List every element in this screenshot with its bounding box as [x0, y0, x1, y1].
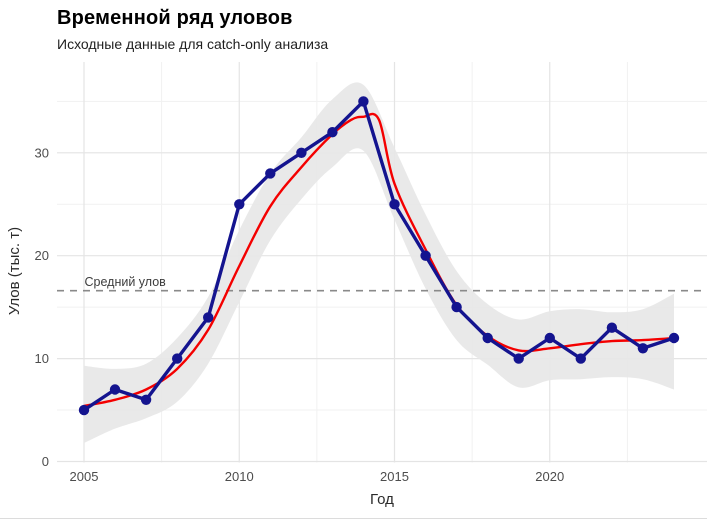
data-point-2020 — [544, 332, 555, 344]
data-point-2010 — [234, 199, 245, 210]
svg-text:30: 30 — [35, 145, 49, 160]
data-point-2021 — [575, 353, 586, 364]
mean-line-label: Средний улов — [85, 275, 167, 289]
data-point-2005 — [78, 404, 90, 416]
data-point-2022 — [606, 322, 618, 333]
data-point-2019 — [513, 353, 524, 364]
svg-text:20: 20 — [35, 248, 49, 263]
svg-text:2020: 2020 — [535, 469, 564, 484]
data-point-2016 — [420, 250, 431, 261]
chart-subtitle: Исходные данные для catch-only анализа — [57, 36, 329, 52]
data-point-2014 — [358, 96, 369, 107]
svg-text:2005: 2005 — [70, 469, 99, 484]
x-tick-labels: 2005 2010 2015 2020 — [70, 469, 565, 484]
data-point-2011 — [265, 168, 276, 179]
svg-text:2015: 2015 — [380, 469, 409, 484]
data-point-2006 — [109, 384, 121, 395]
chart-title: Временной ряд уловов — [57, 7, 293, 29]
y-tick-labels: 0 10 20 30 — [35, 145, 49, 469]
data-point-2018 — [482, 332, 493, 344]
data-point-2015 — [389, 199, 400, 210]
data-point-2023 — [637, 343, 649, 354]
data-point-2012 — [296, 147, 307, 158]
data-point-2013 — [327, 127, 338, 138]
svg-text:0: 0 — [42, 454, 49, 469]
confidence-ribbon — [84, 82, 674, 443]
data-point-2008 — [172, 353, 183, 364]
svg-text:2010: 2010 — [225, 469, 254, 484]
svg-text:10: 10 — [35, 351, 49, 366]
data-point-2017 — [451, 301, 462, 313]
data-point-2007 — [140, 394, 152, 405]
data-point-2009 — [203, 312, 214, 323]
catch-points — [78, 96, 680, 416]
x-axis-title: Год — [370, 491, 394, 508]
catch-line — [82, 99, 676, 412]
data-point-2024 — [668, 332, 680, 344]
